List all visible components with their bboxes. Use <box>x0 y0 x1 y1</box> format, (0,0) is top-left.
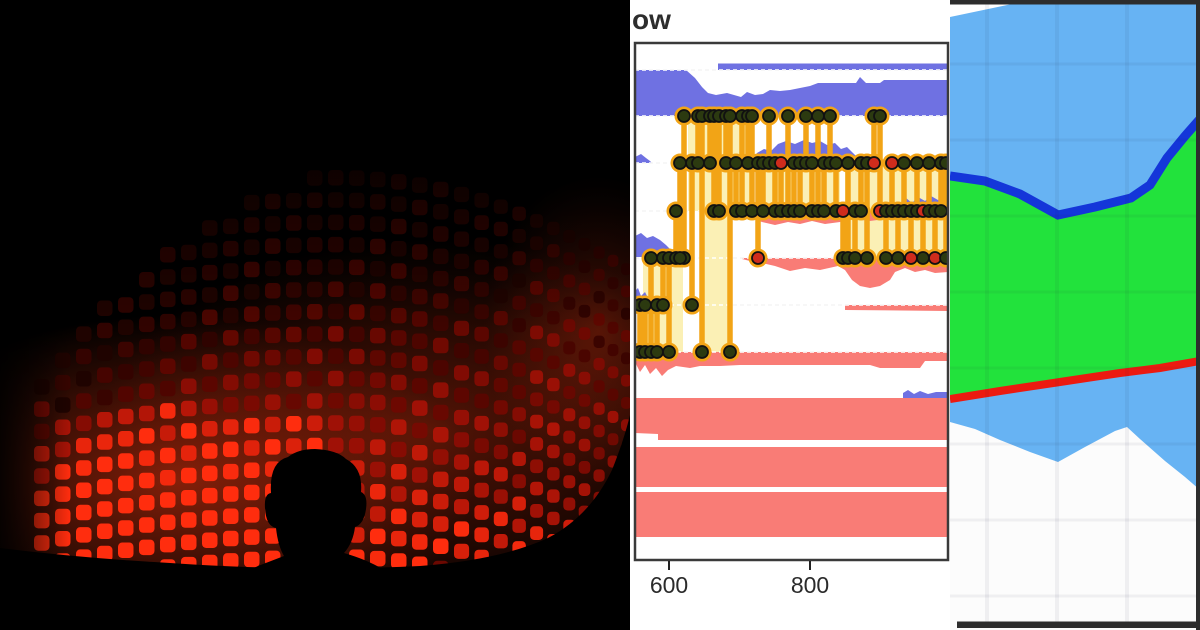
red-led-wall-photo <box>0 0 630 630</box>
photo-panel-red-led-wall <box>0 0 630 630</box>
plot-border <box>633 41 950 562</box>
widget-top-border <box>950 0 1200 5</box>
red-trend-line <box>950 357 1200 403</box>
state-markers <box>635 109 948 359</box>
person-silhouette <box>222 449 413 630</box>
widget-bottom-border <box>957 621 1200 628</box>
widget-right-border <box>1196 0 1200 630</box>
x-axis-tick-label: 800 <box>791 572 829 598</box>
chart-title-fragment: ow <box>632 4 671 35</box>
state-path-chart: ow 600 800 <box>630 0 950 630</box>
area-chart-panel <box>950 0 1200 630</box>
state-path-chart-panel: ow 600 800 <box>630 0 950 630</box>
probability-area-chart <box>950 0 1200 630</box>
x-axis: 600 800 <box>650 561 829 598</box>
gridlines <box>950 4 1196 622</box>
x-axis-tick-label: 600 <box>650 572 688 598</box>
plot-area <box>635 63 948 537</box>
green-area <box>950 119 1200 399</box>
blue-trend-line <box>950 116 1200 220</box>
white-wedge <box>950 4 1012 17</box>
floor-shadow <box>0 415 630 630</box>
